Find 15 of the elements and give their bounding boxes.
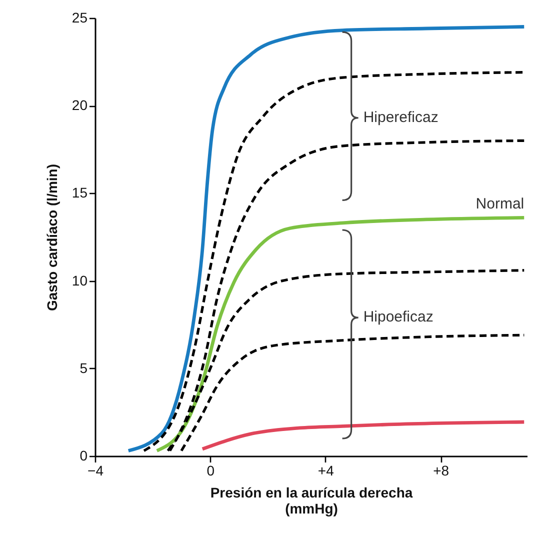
- y-tick-label: 5: [80, 360, 88, 376]
- x-tick-label: 0: [206, 462, 215, 478]
- y-tick-label: 20: [72, 97, 88, 114]
- y-tick-label: 0: [80, 448, 88, 464]
- x-tick-label: −4: [88, 462, 104, 478]
- annotation: Hipereficaz: [363, 108, 438, 126]
- y-tick-label: 25: [72, 10, 88, 26]
- y-tick-label: 10: [72, 272, 88, 288]
- annotation: Hipoeficaz: [363, 308, 434, 326]
- x-axis-title: Presión en la aurícula derecha (mmHg): [210, 484, 413, 516]
- y-tick-label: 15: [72, 184, 88, 201]
- y-axis-title: Gasto cardíaco (l/min): [44, 164, 60, 312]
- x-tick-label: +4: [318, 462, 334, 478]
- series-label: Normal: [476, 196, 524, 213]
- x-tick-label: +8: [433, 462, 450, 478]
